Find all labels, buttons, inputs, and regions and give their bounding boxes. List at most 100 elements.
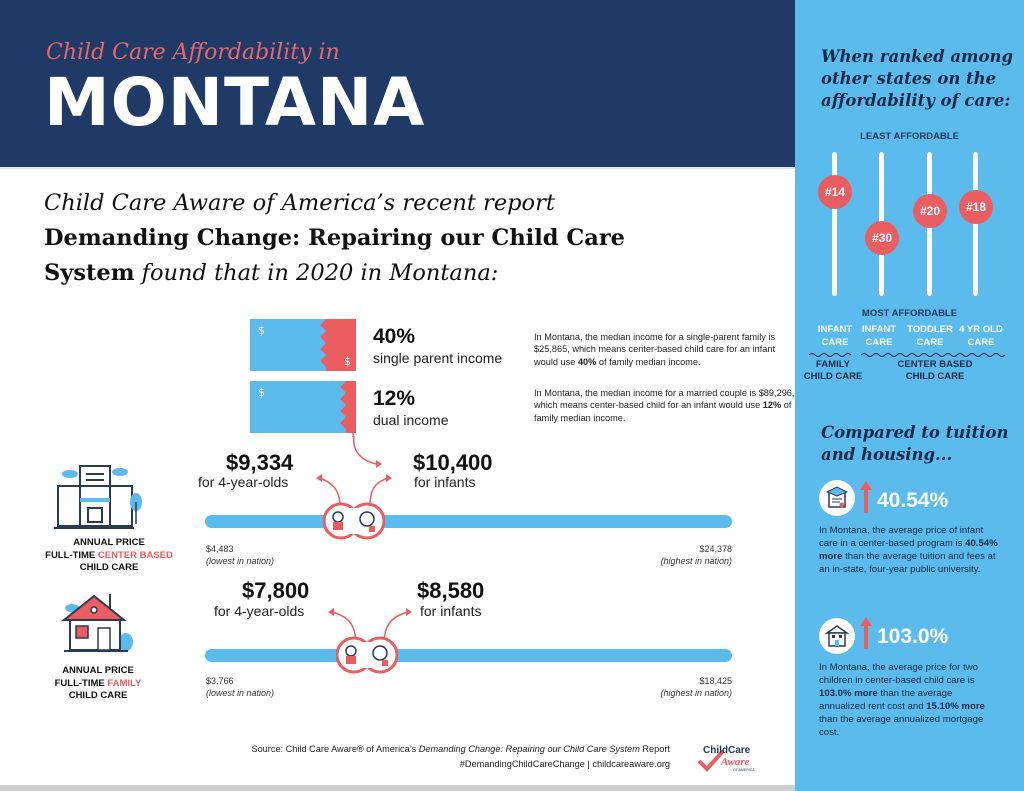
max-note: (highest in nation): [660, 688, 732, 698]
sidebar: When ranked among other states on the af…: [795, 0, 1024, 791]
logo-line-3: OF AMERICA: [733, 768, 755, 772]
label-line: CARE: [865, 337, 893, 348]
intro-heading: Child Care Aware of America’s recent rep…: [44, 186, 644, 291]
text-bold: 103.0% more: [819, 688, 878, 699]
text: In Montana, the average price for two ch…: [819, 662, 978, 686]
center-based-label: ANNUAL PRICE FULL-TIME CENTER BASED CHIL…: [34, 537, 184, 575]
label-line: FULL-TIME: [45, 549, 98, 561]
rank-label-center-infant: INFANT CARE: [851, 323, 907, 349]
family-price-max: $18,425 (highest in nation): [632, 675, 732, 699]
desc-text: of family median income.: [596, 356, 701, 367]
center-price-min: $4,483 (lowest in nation): [206, 543, 274, 567]
up-arrow-icon: [860, 617, 872, 649]
max-value: $24,378: [699, 544, 732, 554]
page-title: MONTANA: [44, 64, 426, 141]
rank-center-4yr: #18: [959, 190, 993, 224]
graduation-diploma-icon: [819, 480, 855, 516]
housing-comparison-text: In Montana, the average price for two ch…: [819, 661, 999, 739]
center-price-marker-icon: [323, 502, 385, 540]
label-line: CHILD CARE: [68, 690, 128, 701]
family-price-range-bar: [205, 649, 732, 662]
rank-track: [973, 152, 978, 296]
label-line: CARE: [967, 337, 995, 348]
house-icon: [819, 618, 855, 654]
hashtag-link[interactable]: #DemandingChildCareChange | childcareawa…: [459, 759, 670, 769]
dual-income-description: In Montana, the median income for a marr…: [534, 387, 796, 424]
family-price-infant-label: for infants: [420, 603, 482, 619]
label-line: CHILD CARE: [79, 562, 139, 573]
label-line: INFANT: [861, 324, 897, 335]
family-price-4yr-label: for 4-year-olds: [214, 603, 305, 619]
rank-center-toddler: #20: [913, 194, 947, 228]
min-note: (lowest in nation): [206, 556, 275, 566]
desc-text: In Montana, the median income for a marr…: [534, 388, 795, 411]
svg-text:$: $: [258, 386, 265, 399]
dual-income-percent: 12%: [373, 387, 416, 410]
source-report-title: Demanding Change: Repairing our Child Ca…: [418, 744, 640, 754]
rank-track: [832, 152, 837, 296]
label-line: CHILD CARE: [905, 371, 965, 382]
min-value: $3,766: [206, 676, 234, 686]
housing-comparison-percent: 103.0%: [877, 625, 949, 648]
center-building-icon: [54, 465, 142, 529]
max-value: $18,425: [699, 676, 732, 686]
center-price-infant: $10,400: [413, 450, 493, 475]
footer-divider: [0, 785, 795, 791]
header-banner: Child Care Affordability in MONTANA: [0, 0, 795, 167]
rank-center-infant: #30: [865, 221, 899, 255]
family-care-label: ANNUAL PRICE FULL-TIME FAMILY CHILD CARE: [23, 665, 173, 703]
text-bold: 15.10% more: [926, 701, 985, 712]
desc-bold: 12%: [762, 400, 782, 411]
center-price-infant-label: for infants: [414, 474, 476, 490]
tuition-comparison-percent: 40.54%: [877, 489, 949, 512]
label-line: ANNUAL PRICE: [62, 665, 134, 676]
svg-text:$: $: [258, 324, 265, 337]
rank-label-family-infant: INFANT CARE: [807, 323, 863, 349]
source-text: Report: [639, 744, 670, 754]
most-affordable-label: MOST AFFORDABLE: [861, 308, 958, 319]
center-price-max: $24,378 (highest in nation): [632, 543, 732, 567]
family-group-label: FAMILY CHILD CARE: [799, 359, 867, 383]
desc-bold: 40%: [577, 356, 597, 367]
source-citation: Source: Child Care Aware® of America’s D…: [240, 742, 670, 772]
desc-text: of family median income.: [534, 400, 792, 423]
tuition-comparison-text: In Montana, the average price of infant …: [819, 524, 999, 576]
min-value: $4,483: [206, 544, 234, 554]
center-price-4yr: $9,334: [226, 450, 294, 475]
single-income-percent: 40%: [373, 325, 416, 348]
family-price-infant: $8,580: [417, 578, 485, 603]
label-line: FAMILY: [816, 359, 850, 370]
label-line: CHILD CARE: [803, 371, 863, 382]
single-income-description: In Montana, the median income for a sing…: [534, 331, 796, 368]
desc-text: In Montana, the median income for a sing…: [534, 332, 776, 367]
label-line: FULL-TIME: [54, 677, 108, 689]
logo-line-1: ChildCare: [703, 745, 751, 756]
comparison-title: Compared to tuition and housing...: [821, 423, 1009, 464]
rank-family-infant: #14: [818, 175, 852, 209]
label-line: TODDLER: [907, 324, 953, 335]
center-price-4yr-label: for 4-year-olds: [198, 474, 289, 490]
single-income-bill-icon: $ $: [250, 319, 356, 371]
text-bold: 40.54% more: [819, 538, 998, 562]
center-group-divider: [861, 353, 1006, 357]
logo-line-2: Aware: [720, 756, 750, 768]
intro-line-2: Demanding Change: Repairing our Child Ca…: [44, 225, 626, 251]
family-price-min: $3,766 (lowest in nation): [206, 675, 274, 699]
label-line: ANNUAL PRICE: [73, 537, 145, 548]
text: In Montana, the average price of infant …: [819, 525, 984, 549]
family-group-divider: [809, 353, 852, 357]
label-line: 4 YR OLD: [959, 324, 1003, 335]
childcare-aware-logo: ChildCare Aware OF AMERICA: [697, 745, 755, 772]
center-group-label: CENTER BASED CHILD CARE: [889, 359, 981, 383]
center-price-range-bar: [205, 515, 732, 528]
header-kicker: Child Care Affordability in: [46, 40, 340, 65]
source-text: Source: Child Care Aware® of America’s: [251, 744, 419, 754]
single-income-label: single parent income: [373, 350, 503, 366]
rank-label-center-toddler: TODDLER CARE: [902, 323, 958, 349]
ranking-title: When ranked among other states on the af…: [821, 47, 1014, 110]
label-accent: CENTER BASED: [97, 549, 173, 561]
max-note: (highest in nation): [660, 556, 732, 566]
rank-label-center-4yr: 4 YR OLD CARE: [953, 323, 1009, 349]
intro-line-1: Child Care Aware of America’s recent rep…: [44, 190, 555, 216]
least-affordable-label: LEAST AFFORDABLE: [860, 131, 959, 142]
